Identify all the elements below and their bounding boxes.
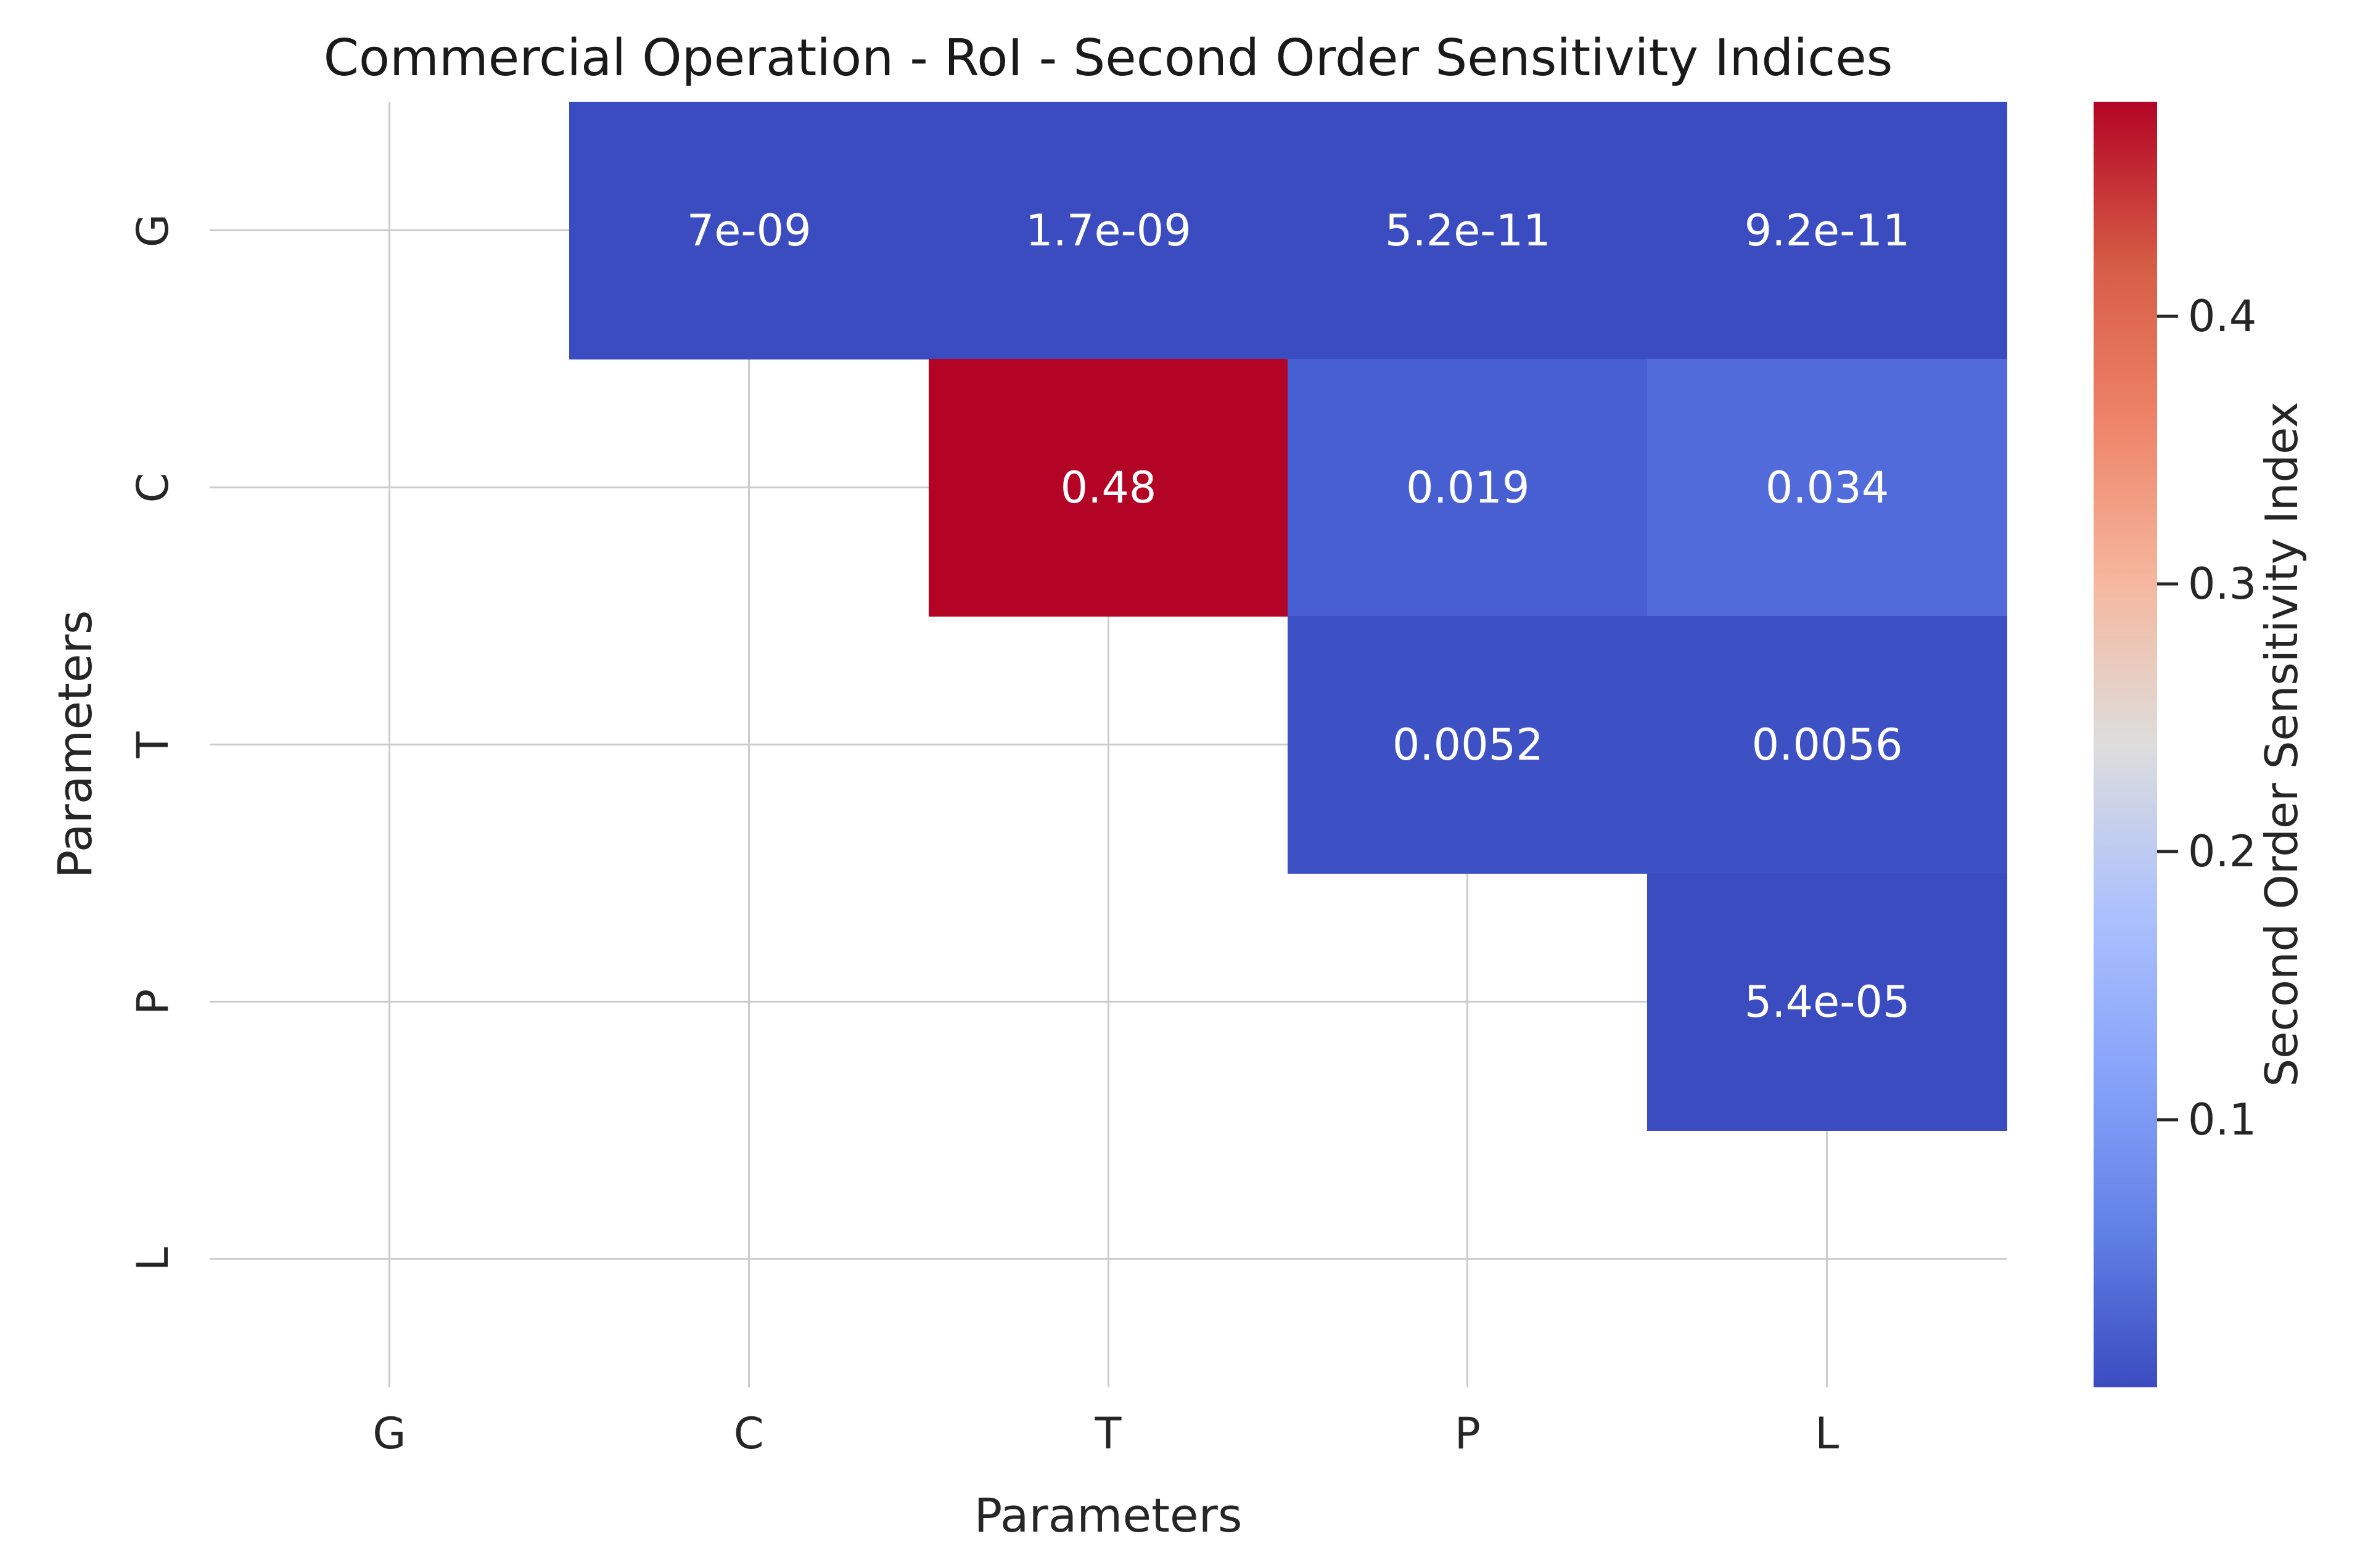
y-tick-label-T: T <box>128 731 178 758</box>
heatmap-plot-area: 7e-09 1.7e-09 5.2e-11 9.2e-11 0.48 0.019 0.034… <box>210 102 2007 1387</box>
colorbar-label: Second Order Sensitivity Index <box>2256 401 2308 1087</box>
x-tick-label-P: P <box>1454 1408 1481 1459</box>
heatmap-cell-PL: 5.4e-05 <box>1647 873 2007 1131</box>
colorbar-tick <box>2157 314 2178 318</box>
heatmap-cell-CL: 0.034 <box>1647 359 2007 617</box>
heatmap-cell-TL: 0.0056 <box>1647 616 2007 874</box>
gridline-horizontal <box>210 744 2007 745</box>
x-tick-label-C: C <box>733 1408 764 1459</box>
heatmap-cell-CT: 0.48 <box>928 359 1289 617</box>
gridline-horizontal <box>210 1258 2007 1260</box>
gridline-horizontal <box>210 1001 2007 1003</box>
colorbar-tick-label-0.3: 0.3 <box>2188 558 2257 609</box>
x-axis-label: Parameters <box>974 1488 1243 1543</box>
y-tick-label-C: C <box>128 472 178 503</box>
chart-title: Commercial Operation - RoI - Second Orde… <box>323 29 1893 88</box>
colorbar-tick-label-0.2: 0.2 <box>2188 826 2257 877</box>
heatmap-cell-GT: 1.7e-09 <box>928 102 1289 359</box>
x-tick-label-L: L <box>1815 1408 1840 1459</box>
heatmap-cell-CP: 0.019 <box>1288 359 1648 617</box>
heatmap-cell-GL: 9.2e-11 <box>1647 102 2007 359</box>
colorbar <box>2094 102 2157 1387</box>
colorbar-tick-label-0.1: 0.1 <box>2188 1094 2257 1145</box>
colorbar-tick <box>2157 850 2178 853</box>
heatmap-cell-GP: 5.2e-11 <box>1288 102 1648 359</box>
y-tick-label-G: G <box>128 213 178 247</box>
heatmap-cell-GC: 7e-09 <box>569 102 929 359</box>
y-tick-label-P: P <box>128 988 178 1015</box>
colorbar-tick <box>2157 582 2178 586</box>
colorbar-tick-label-0.4: 0.4 <box>2188 290 2257 342</box>
y-tick-label-L: L <box>128 1247 178 1271</box>
colorbar-tick <box>2157 1118 2178 1122</box>
y-axis-label: Parameters <box>47 610 102 879</box>
x-tick-label-G: G <box>372 1408 406 1459</box>
x-tick-label-T: T <box>1095 1408 1122 1459</box>
heatmap-cell-TP: 0.0052 <box>1288 616 1648 874</box>
